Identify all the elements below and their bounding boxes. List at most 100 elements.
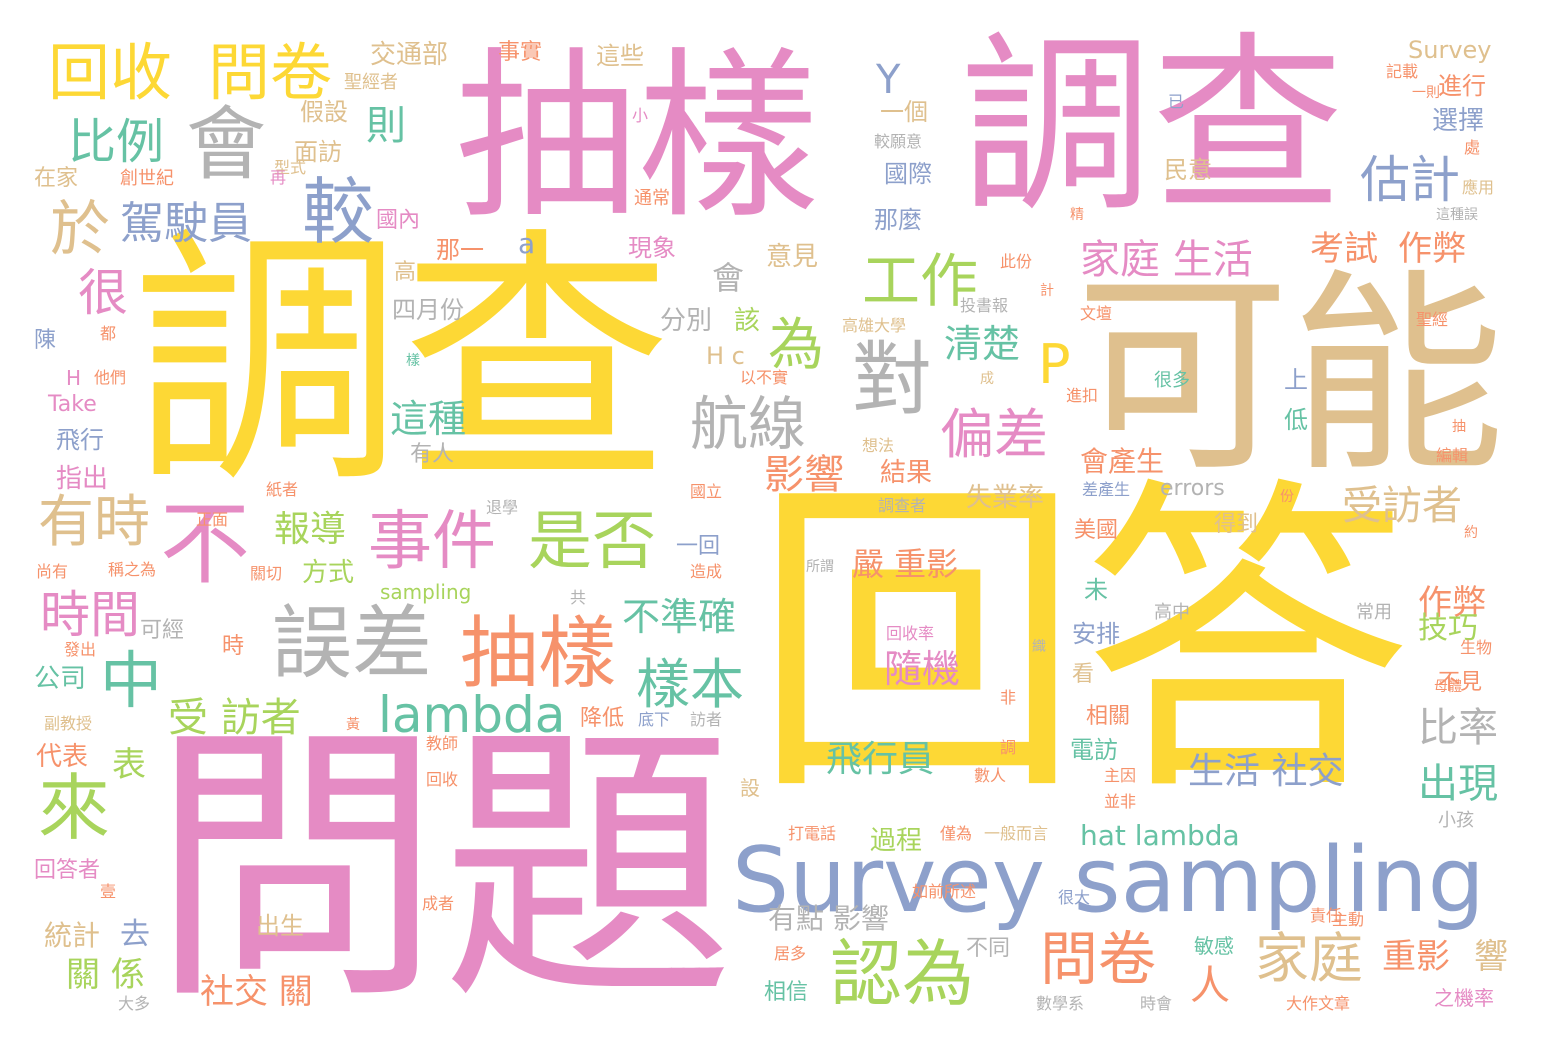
word-圣经: 聖經	[1416, 310, 1449, 329]
word-打电话: 打電話	[788, 824, 837, 843]
word-家庭生活: 家庭 生活	[1080, 237, 1253, 283]
word-母体: 母體	[1434, 679, 1462, 695]
word-得到: 得到	[1214, 512, 1259, 537]
word-进行: 進行	[1438, 72, 1486, 100]
word-交通部: 交通部	[370, 40, 449, 70]
word-他们: 他們	[94, 368, 127, 387]
word-正面: 正面	[196, 510, 229, 529]
word-飞行员: 飛行員	[826, 739, 935, 780]
word-称之为: 稱之為	[108, 560, 157, 579]
word-抽: 抽	[1452, 419, 1466, 435]
word-低: 低	[1284, 406, 1308, 434]
word-事实: 事實	[498, 40, 543, 65]
word-会-top: 會	[186, 98, 266, 191]
word-问卷-top: 問卷	[208, 36, 333, 109]
word-主动: 主動	[1332, 910, 1365, 929]
word-指出: 指出	[56, 464, 109, 494]
word-高中: 高中	[1154, 602, 1190, 623]
word-过程: 過程	[870, 826, 923, 856]
word-小: 小	[632, 106, 649, 125]
word-高: 高	[394, 260, 417, 285]
word-该: 該	[734, 306, 761, 336]
word-影响-mid: 影響	[764, 452, 844, 498]
word-飞行: 飛行	[56, 426, 104, 454]
word-公司: 公司	[34, 664, 87, 694]
word-一回: 一回	[676, 534, 721, 559]
word-社交关: 社交 關	[200, 972, 313, 1012]
word-造成: 造成	[690, 562, 723, 581]
word-回收-small: 回收	[426, 770, 459, 789]
word-这些: 這些	[596, 42, 644, 70]
word-h: H	[66, 366, 82, 390]
word-严重影: 嚴 重影	[852, 545, 959, 583]
word-响: 響	[1474, 937, 1508, 977]
word-四月份: 四月份	[392, 296, 464, 324]
word-都: 都	[100, 324, 117, 343]
word-非: 非	[1000, 688, 1017, 707]
word-为: 為	[768, 313, 824, 378]
word-分别: 分別	[660, 306, 713, 336]
word-设: 設	[740, 776, 760, 800]
word-sampling-small: sampling	[380, 580, 472, 604]
word-纸者: 紙者	[266, 480, 299, 499]
word-出生: 出生	[256, 912, 304, 940]
word-圣经者: 聖經者	[344, 72, 398, 93]
word-份: 份	[1280, 489, 1294, 505]
word-对: 對	[852, 333, 932, 426]
word-统计: 統計	[44, 919, 101, 952]
word-p: P	[1038, 333, 1071, 396]
word-受访者-mid: 受 訪者	[168, 695, 301, 741]
word-现象: 現象	[628, 234, 676, 262]
word-hat-lambda: hat lambda	[1080, 819, 1240, 852]
word-a: a	[518, 227, 536, 260]
word-有时: 有時	[38, 490, 150, 555]
word-take: Take	[48, 392, 97, 417]
word-记载: 記載	[1386, 62, 1419, 81]
word-陈: 陳	[34, 328, 57, 353]
word-很多: 很多	[1154, 370, 1190, 391]
word-应用: 應用	[1462, 178, 1495, 197]
word-偏差: 偏差	[940, 403, 1048, 466]
word-回收率: 回收率	[886, 624, 935, 643]
word-一则: 一則	[1412, 85, 1440, 101]
word-生活社交: 生活 社交	[1188, 751, 1344, 792]
word-调查者: 調查者	[878, 496, 927, 515]
word-结果: 結果	[880, 458, 933, 488]
word-回答: 回答	[752, 451, 1412, 835]
word-不: 不	[160, 492, 250, 597]
word-不见: 不見	[1438, 670, 1483, 695]
word-相关: 相關	[1086, 704, 1131, 729]
word-面访: 面訪	[294, 138, 342, 166]
word-则: 則	[366, 103, 406, 149]
word-清楚: 清楚	[944, 322, 1021, 366]
word-可经: 可經	[140, 618, 185, 643]
word-survey-sampling: Survey sampling	[732, 828, 1485, 933]
word-人: 人	[1190, 963, 1230, 1009]
word-中: 中	[100, 644, 163, 717]
word-一般而言: 一般而言	[984, 824, 1049, 843]
word-代表: 代表	[36, 742, 89, 772]
word-差产生: 差產生	[1082, 480, 1131, 499]
word-样: 樣	[406, 353, 420, 369]
word-小孩: 小孩	[1438, 810, 1474, 831]
word-考试: 考試	[1310, 229, 1378, 269]
word-受访者-right: 受訪者	[1342, 483, 1462, 529]
word-如前所述: 如前所述	[912, 882, 977, 901]
word-高雄大学: 高雄大學	[842, 316, 907, 335]
word-文坛: 文壇	[1080, 304, 1113, 323]
word-成者: 成者	[422, 894, 455, 913]
word-安排: 安排	[1072, 620, 1120, 648]
word-看: 看	[1072, 662, 1095, 687]
word-假设: 假設	[300, 98, 348, 126]
word-很: 很	[78, 264, 128, 322]
word-计: 計	[1040, 283, 1054, 299]
word-事件: 事件	[368, 505, 496, 579]
word-errors: errors	[1160, 476, 1225, 501]
word-作弊-mid: 作弊	[1418, 583, 1486, 623]
word-y: Y	[876, 57, 901, 103]
word-想法: 想法	[862, 436, 895, 455]
word-那么: 那麼	[874, 206, 922, 234]
word-hc: H c	[706, 342, 745, 370]
word-这种误: 這種誤	[1436, 207, 1478, 223]
word-误差: 誤差	[272, 597, 432, 690]
